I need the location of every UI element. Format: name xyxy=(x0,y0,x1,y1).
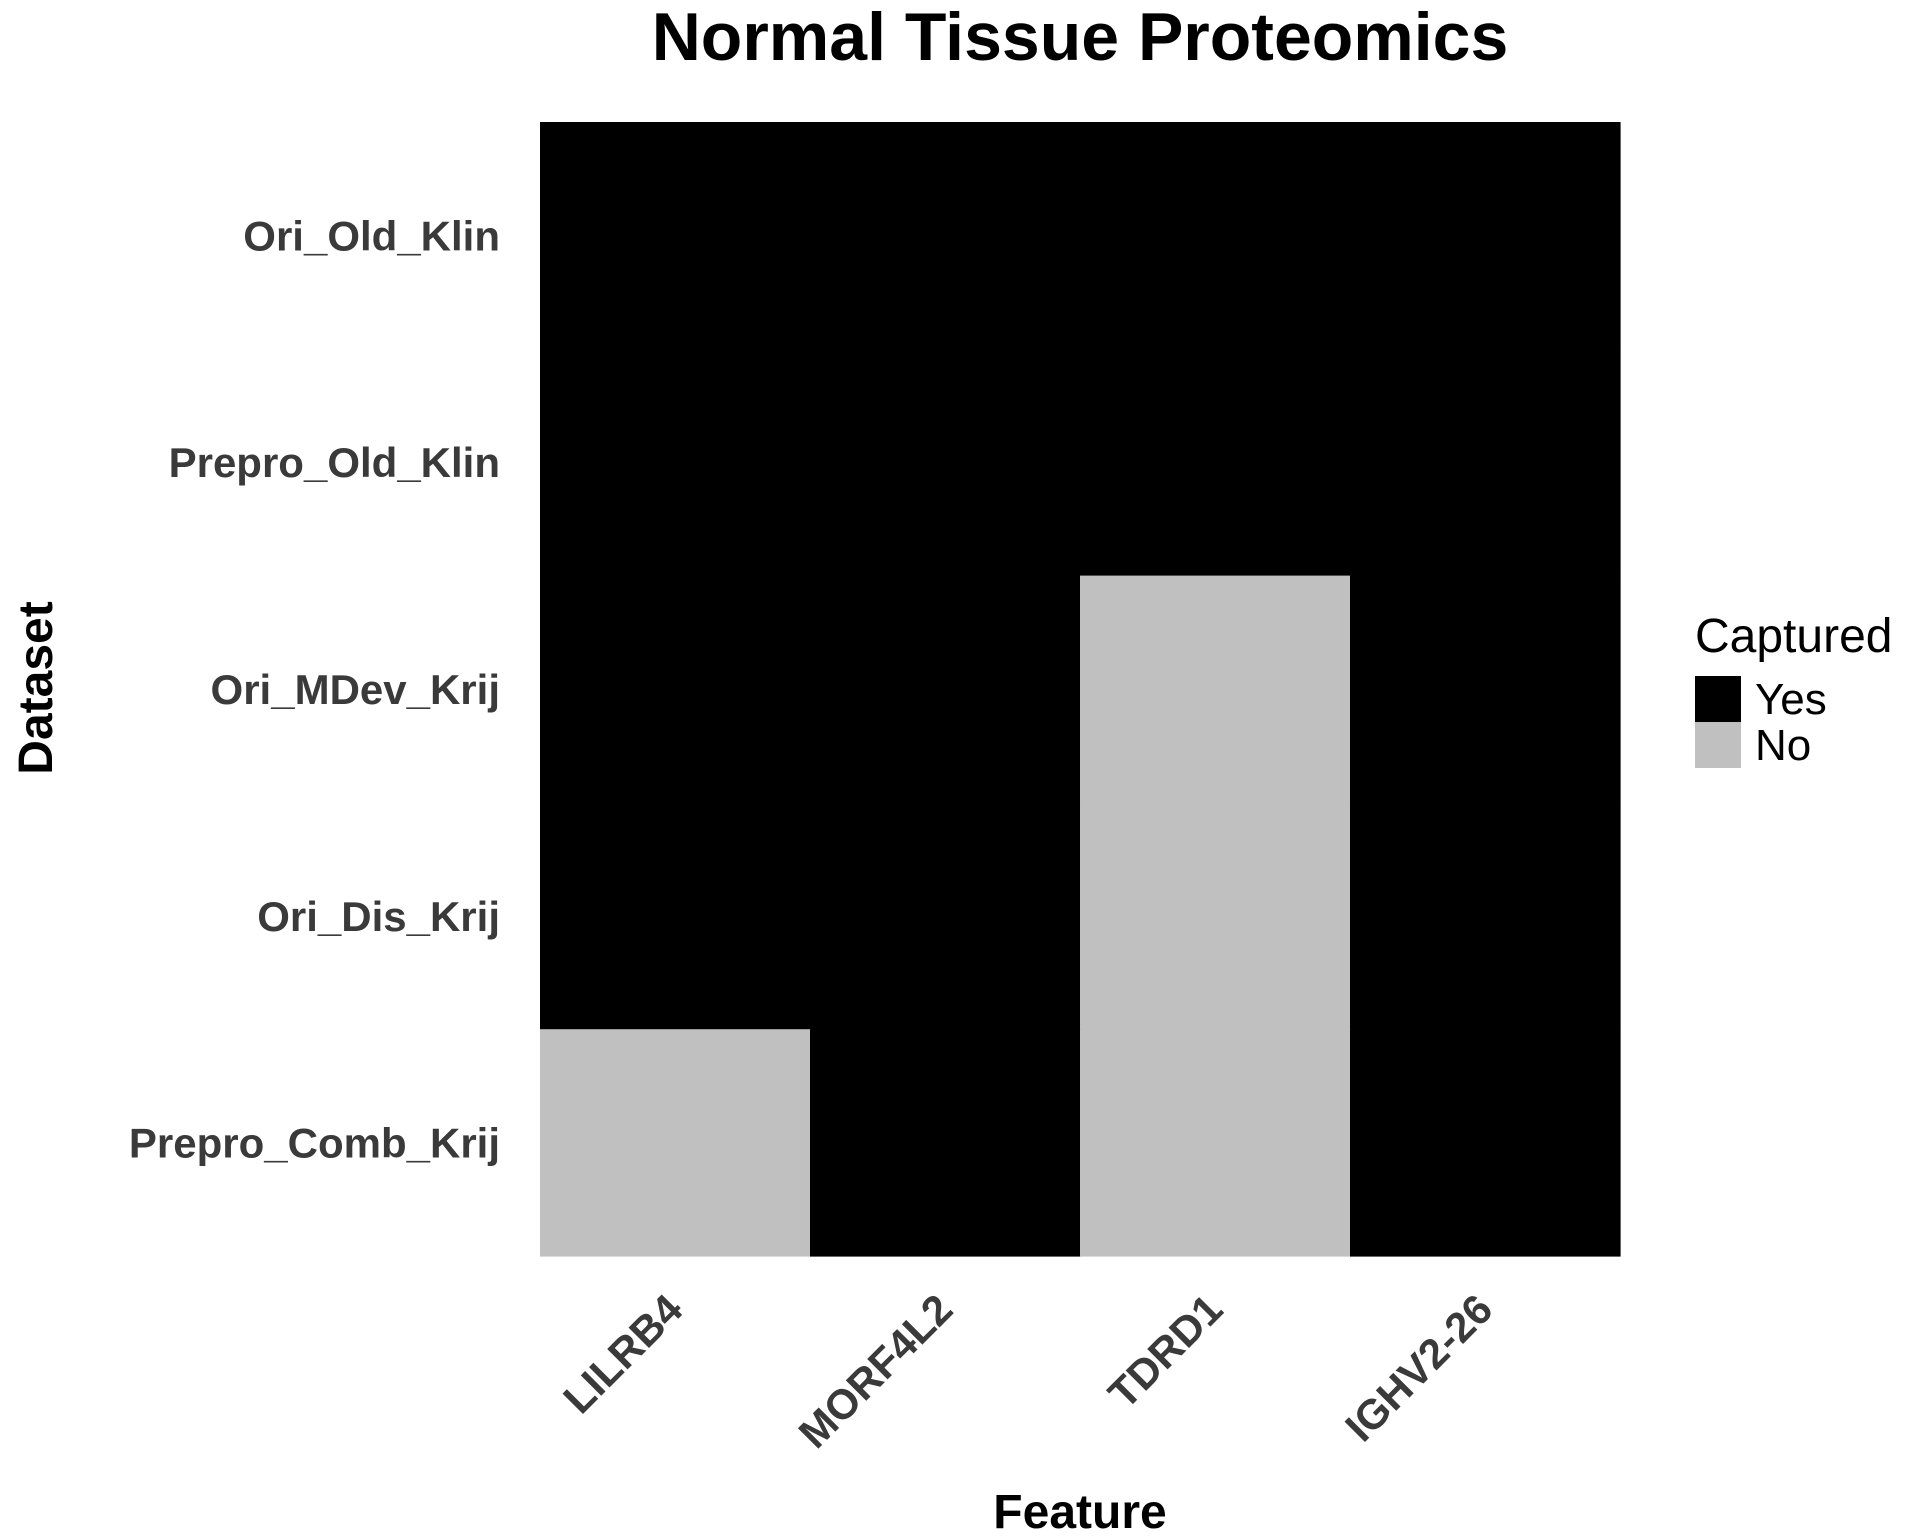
y-axis-title: Dataset xyxy=(10,601,63,774)
heatmap-cell-Prepro_Comb_Krij-LILRB4 xyxy=(540,1029,811,1257)
x-axis-title: Feature xyxy=(993,1486,1166,1536)
legend-swatch-yes xyxy=(1695,676,1741,722)
heatmap-cell-Ori_Dis_Krij-TDRD1 xyxy=(1080,802,1351,1030)
heatmap-cell-Ori_Old_Klin-IGHV2-26 xyxy=(1350,122,1621,350)
heatmap-cell-Ori_Dis_Krij-IGHV2-26 xyxy=(1350,802,1621,1030)
heatmap-cell-Prepro_Comb_Krij-MORF4L2 xyxy=(810,1029,1081,1257)
heatmap-cell-Prepro_Old_Klin-IGHV2-26 xyxy=(1350,348,1621,577)
heatmap-cell-Prepro_Old_Klin-LILRB4 xyxy=(540,348,811,577)
x-axis-tick-labels: LILRB4 MORF4L2 TDRD1 IGHV2-26 xyxy=(554,1285,1501,1457)
x-tick-label: TDRD1 xyxy=(1099,1285,1231,1417)
legend-title: Captured xyxy=(1695,610,1892,663)
legend-label-yes: Yes xyxy=(1755,675,1827,724)
y-tick-label: Ori_MDev_Krij xyxy=(211,666,500,713)
heatmap-cell-Prepro_Old_Klin-TDRD1 xyxy=(1080,348,1351,577)
heatmap-cell-Ori_MDev_Krij-LILRB4 xyxy=(540,575,811,803)
heatmap-cell-Ori_Old_Klin-MORF4L2 xyxy=(810,122,1081,350)
y-tick-label: Ori_Old_Klin xyxy=(243,212,500,259)
heatmap-cell-Ori_Dis_Krij-MORF4L2 xyxy=(810,802,1081,1030)
legend-swatch-no xyxy=(1695,722,1741,768)
x-tick-label: MORF4L2 xyxy=(790,1285,962,1457)
heatmap-cell-Ori_Old_Klin-TDRD1 xyxy=(1080,122,1351,350)
y-tick-label: Prepro_Old_Klin xyxy=(169,439,500,486)
heatmap-cells xyxy=(540,122,1621,1257)
x-tick-label: IGHV2-26 xyxy=(1336,1285,1501,1450)
x-tick-label: LILRB4 xyxy=(554,1285,692,1423)
y-tick-label: Ori_Dis_Krij xyxy=(257,893,500,940)
heatmap-cell-Prepro_Comb_Krij-TDRD1 xyxy=(1080,1029,1351,1257)
y-tick-label: Prepro_Comb_Krij xyxy=(129,1120,500,1167)
heatmap-cell-Ori_MDev_Krij-TDRD1 xyxy=(1080,575,1351,803)
heatmap-cell-Ori_MDev_Krij-IGHV2-26 xyxy=(1350,575,1621,803)
heatmap-cell-Prepro_Comb_Krij-IGHV2-26 xyxy=(1350,1029,1621,1257)
heatmap-cell-Prepro_Old_Klin-MORF4L2 xyxy=(810,348,1081,577)
heatmap-cell-Ori_Old_Klin-LILRB4 xyxy=(540,122,811,350)
legend-label-no: No xyxy=(1755,721,1811,770)
heatmap-cell-Ori_Dis_Krij-LILRB4 xyxy=(540,802,811,1030)
heatmap-cell-Ori_MDev_Krij-MORF4L2 xyxy=(810,575,1081,803)
y-axis-tick-labels: Ori_Old_Klin Prepro_Old_Klin Ori_MDev_Krij… xyxy=(129,212,500,1166)
chart-title: Normal Tissue Proteomics xyxy=(652,0,1509,75)
